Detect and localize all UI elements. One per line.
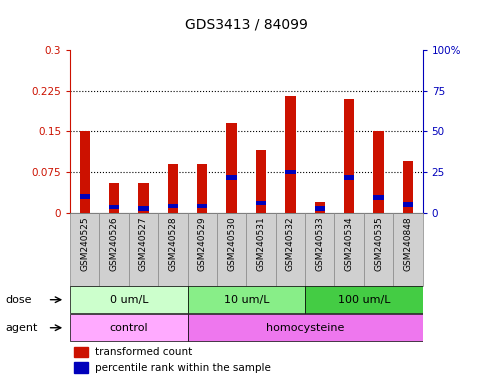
- Bar: [364, 213, 393, 286]
- Bar: [187, 286, 305, 313]
- Bar: [285, 96, 296, 213]
- Bar: [246, 213, 276, 286]
- Bar: [80, 131, 90, 213]
- Text: dose: dose: [6, 295, 32, 305]
- Text: agent: agent: [6, 323, 38, 333]
- Bar: [227, 123, 237, 213]
- Bar: [109, 183, 119, 213]
- Bar: [197, 204, 207, 208]
- Text: GSM240531: GSM240531: [256, 217, 266, 271]
- Bar: [73, 347, 88, 357]
- Bar: [227, 175, 237, 180]
- Text: 100 um/L: 100 um/L: [338, 295, 390, 305]
- Bar: [344, 175, 355, 180]
- Bar: [73, 362, 88, 373]
- Text: control: control: [110, 323, 148, 333]
- Text: percentile rank within the sample: percentile rank within the sample: [95, 362, 270, 373]
- Text: 10 um/L: 10 um/L: [224, 295, 269, 305]
- Bar: [305, 286, 423, 313]
- Bar: [217, 213, 246, 286]
- Text: transformed count: transformed count: [95, 347, 192, 357]
- Text: GSM240525: GSM240525: [80, 217, 89, 271]
- Bar: [129, 213, 158, 286]
- Bar: [314, 206, 325, 210]
- Text: 0 um/L: 0 um/L: [110, 295, 148, 305]
- Bar: [373, 131, 384, 213]
- Bar: [70, 213, 99, 286]
- Bar: [393, 213, 423, 286]
- Bar: [314, 202, 325, 213]
- Bar: [80, 194, 90, 199]
- Bar: [99, 213, 129, 286]
- Bar: [187, 314, 423, 341]
- Text: GSM240527: GSM240527: [139, 217, 148, 271]
- Text: GSM240529: GSM240529: [198, 217, 207, 271]
- Bar: [168, 164, 178, 213]
- Bar: [138, 183, 149, 213]
- Bar: [344, 99, 355, 213]
- Bar: [70, 314, 187, 341]
- Bar: [256, 150, 266, 213]
- Bar: [334, 213, 364, 286]
- Bar: [197, 164, 207, 213]
- Text: GSM240530: GSM240530: [227, 217, 236, 271]
- Bar: [403, 161, 413, 213]
- Text: GSM240526: GSM240526: [110, 217, 119, 271]
- Bar: [285, 170, 296, 174]
- Bar: [168, 204, 178, 208]
- Bar: [403, 202, 413, 207]
- Bar: [187, 213, 217, 286]
- Text: GSM240532: GSM240532: [286, 217, 295, 271]
- Text: GSM240534: GSM240534: [345, 217, 354, 271]
- Bar: [138, 206, 149, 210]
- Text: GSM240533: GSM240533: [315, 217, 324, 271]
- Bar: [158, 213, 187, 286]
- Text: GSM240848: GSM240848: [403, 217, 412, 271]
- Bar: [305, 213, 335, 286]
- Text: homocysteine: homocysteine: [266, 323, 344, 333]
- Bar: [109, 205, 119, 210]
- Bar: [70, 286, 187, 313]
- Text: GDS3413 / 84099: GDS3413 / 84099: [185, 17, 308, 31]
- Text: GSM240528: GSM240528: [169, 217, 177, 271]
- Bar: [256, 201, 266, 205]
- Text: GSM240535: GSM240535: [374, 217, 383, 271]
- Bar: [373, 195, 384, 200]
- Bar: [276, 213, 305, 286]
